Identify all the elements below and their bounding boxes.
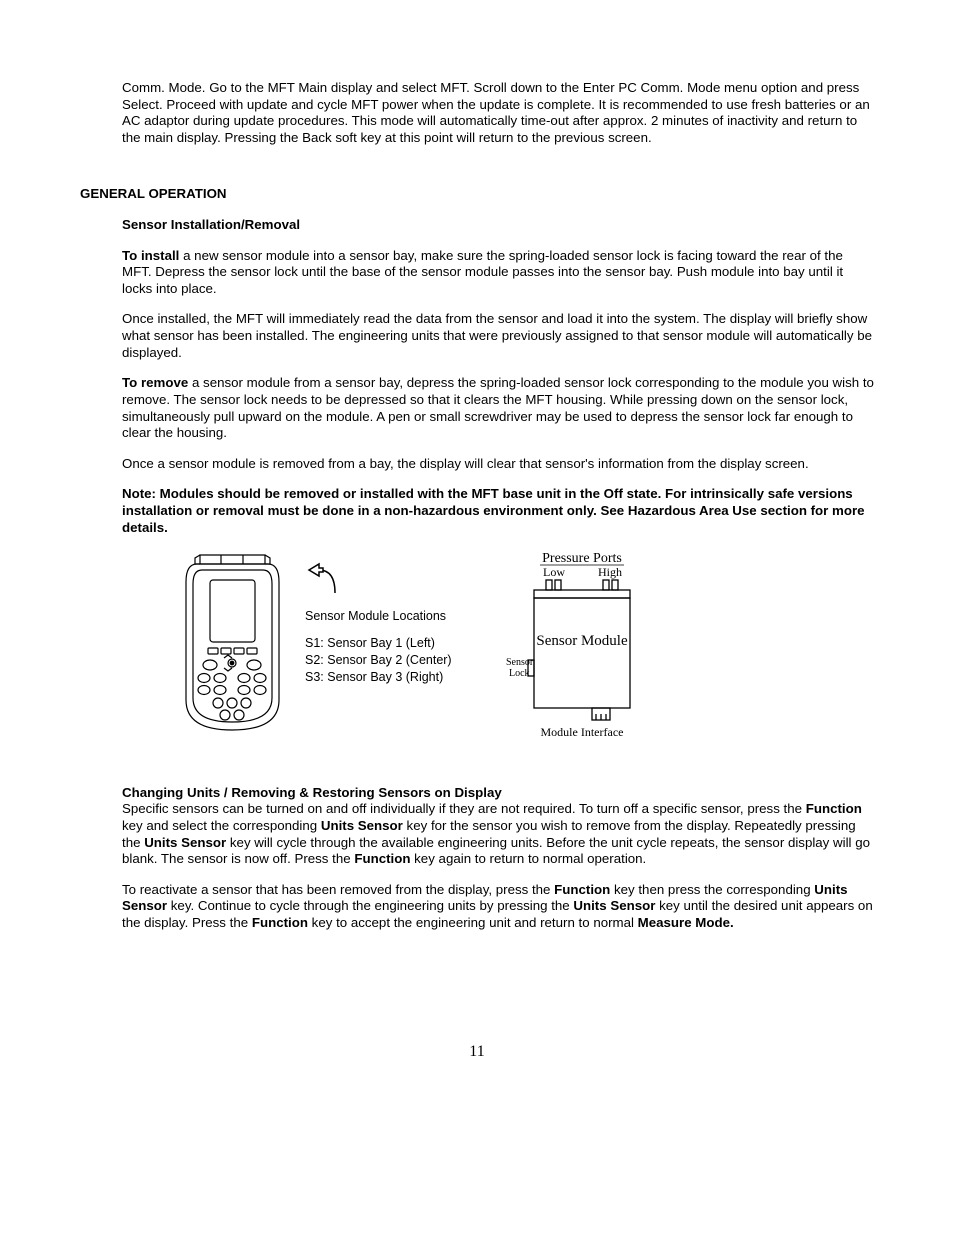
text: To reactivate a sensor that has been rem… xyxy=(122,882,554,897)
units-sensor-key: Units Sensor xyxy=(321,818,403,833)
bay-s1: S1: Sensor Bay 1 (Left) xyxy=(305,635,452,652)
high-label: High xyxy=(598,565,622,579)
function-key: Function xyxy=(806,801,862,816)
bay-s3: S3: Sensor Bay 3 (Right) xyxy=(305,669,452,686)
remove-para-1: To remove a sensor module from a sensor … xyxy=(122,375,874,441)
measure-mode: Measure Mode. xyxy=(638,915,734,930)
remove-para-2: Once a sensor module is removed from a b… xyxy=(122,456,874,473)
function-key: Function xyxy=(354,851,410,866)
text: key. Continue to cycle through the engin… xyxy=(167,898,573,913)
figure-row: Sensor Module Locations S1: Sensor Bay 1… xyxy=(180,550,874,755)
module-locations-label: Sensor Module Locations xyxy=(305,608,452,625)
bay-s2: S2: Sensor Bay 2 (Center) xyxy=(305,652,452,669)
pressure-ports-label: Pressure Ports xyxy=(542,551,622,566)
text: key then press the corresponding xyxy=(610,882,814,897)
text: key to accept the engineering unit and r… xyxy=(308,915,638,930)
text: Specific sensors can be turned on and of… xyxy=(122,801,806,816)
sensor-install-heading: Sensor Installation/Removal xyxy=(122,217,874,234)
install-text: a new sensor module into a sensor bay, m… xyxy=(122,248,843,296)
page-number: 11 xyxy=(80,1042,874,1062)
changing-units-block: Changing Units / Removing & Restoring Se… xyxy=(122,785,874,932)
text: key and select the corresponding xyxy=(122,818,321,833)
remove-lead: To remove xyxy=(122,375,188,390)
changing-para-1: Specific sensors can be turned on and of… xyxy=(122,801,874,867)
sensor-module-label: Sensor Module xyxy=(536,633,628,649)
general-operation-heading: GENERAL OPERATION xyxy=(80,186,874,203)
note-paragraph: Note: Modules should be removed or insta… xyxy=(122,486,874,536)
figure-caption-block: Sensor Module Locations S1: Sensor Bay 1… xyxy=(305,550,452,686)
function-key: Function xyxy=(252,915,308,930)
module-interface-label: Module Interface xyxy=(540,725,623,739)
remove-text: a sensor module from a sensor bay, depre… xyxy=(122,375,874,440)
text: key again to return to normal operation. xyxy=(410,851,646,866)
low-label: Low xyxy=(543,565,565,579)
changing-para-2: To reactivate a sensor that has been rem… xyxy=(122,882,874,932)
units-sensor-key: Units Sensor xyxy=(144,835,226,850)
top-paragraph: Comm. Mode. Go to the MFT Main display a… xyxy=(122,80,874,146)
mft-device-icon xyxy=(180,550,285,735)
changing-units-heading: Changing Units / Removing & Restoring Se… xyxy=(122,785,874,802)
sensor-lock-label-1: Sensor xyxy=(506,657,534,668)
device-illustration xyxy=(180,550,285,740)
install-lead: To install xyxy=(122,248,179,263)
sensor-lock-label-2: Lock xyxy=(509,668,530,679)
install-para-2: Once installed, the MFT will immediately… xyxy=(122,311,874,361)
arrow-icon xyxy=(305,558,345,598)
sensor-module-illustration: Pressure Ports Low High xyxy=(492,550,672,755)
sensor-module-icon: Pressure Ports Low High xyxy=(492,550,672,750)
install-para-1: To install a new sensor module into a se… xyxy=(122,248,874,298)
units-sensor-key: Units Sensor xyxy=(573,898,655,913)
function-key: Function xyxy=(554,882,610,897)
